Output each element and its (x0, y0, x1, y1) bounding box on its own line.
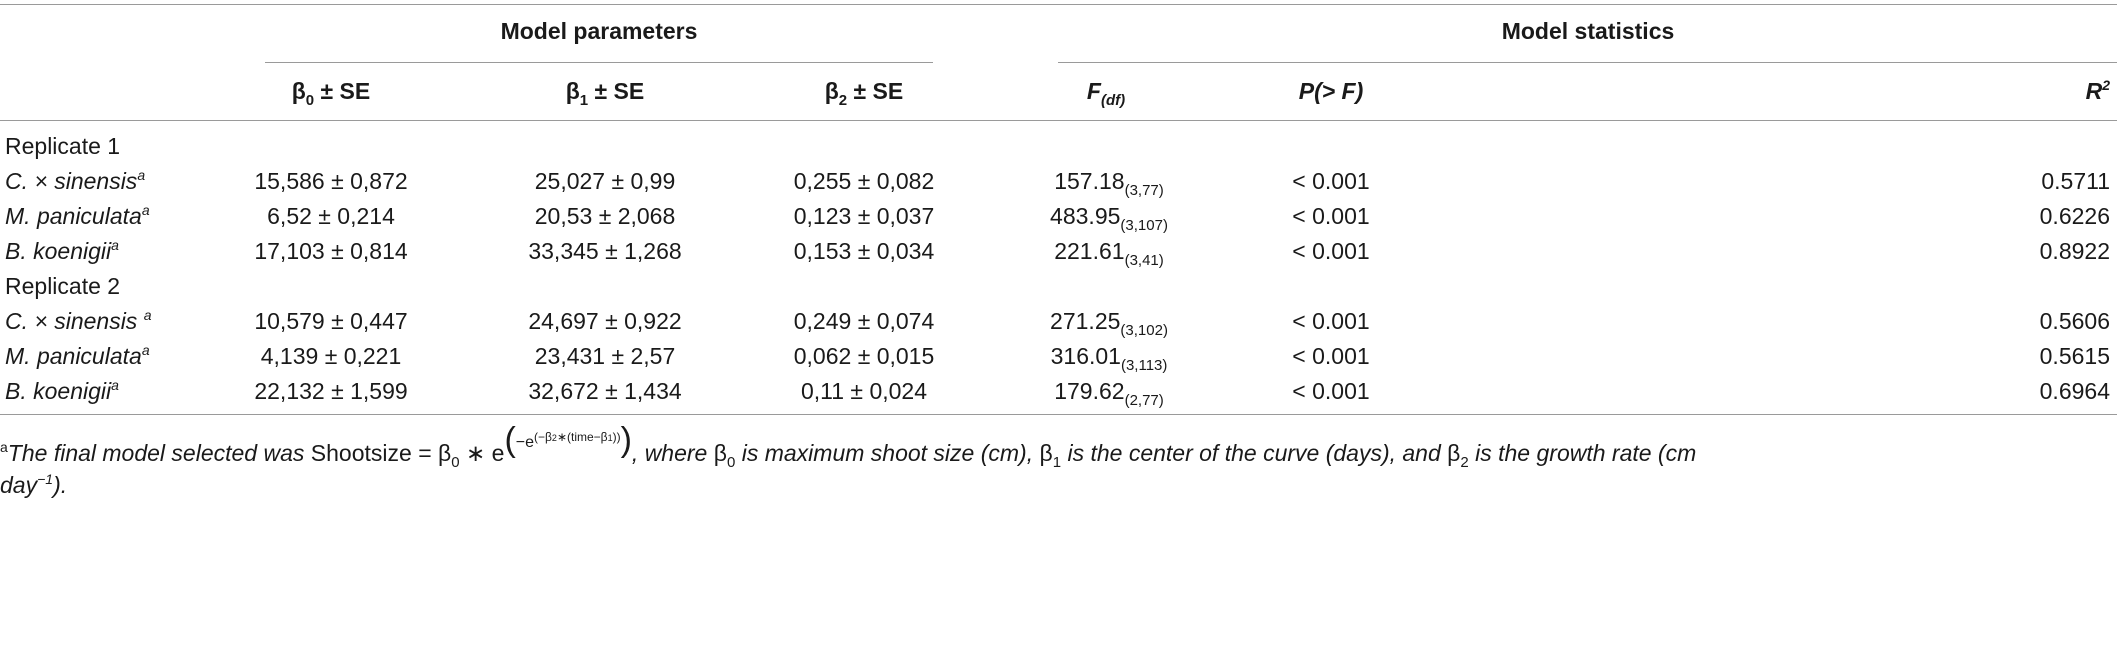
table-bottom-rule (0, 414, 2117, 415)
r2-cell: 0.5711 (2041, 168, 2110, 194)
f-cell: 179.62(2,77) (1054, 378, 1164, 409)
beta0-cell: 4,139 ± 0,221 (260, 343, 402, 369)
group1-underline (265, 62, 933, 63)
beta2-cell: 0,249 ± 0,074 (793, 308, 935, 334)
table-top-rule (0, 4, 2117, 5)
beta0-cell: 22,132 ± 1,599 (254, 378, 408, 404)
f-cell: 271.25(3,102) (1050, 308, 1168, 339)
group2-underline (1058, 62, 2117, 63)
r2-cell: 0.6226 (2039, 203, 2110, 229)
group-header-model-statistics: Model statistics (1501, 18, 1675, 44)
beta2-cell: 0,123 ± 0,037 (793, 203, 935, 229)
p-cell: < 0.001 (1292, 378, 1370, 404)
col-header-p: P(> F) (1298, 78, 1364, 104)
species-cell: M. paniculataa (5, 202, 150, 229)
f-cell: 221.61(3,41) (1054, 238, 1164, 269)
beta0-cell: 15,586 ± 0,872 (254, 168, 408, 194)
r2-cell: 0.8922 (2039, 238, 2110, 264)
beta1-cell: 33,345 ± 1,268 (528, 238, 682, 264)
beta1-cell: 25,027 ± 0,99 (534, 168, 676, 194)
p-cell: < 0.001 (1292, 308, 1370, 334)
beta1-cell: 24,697 ± 0,922 (528, 308, 682, 334)
beta1-cell: 20,53 ± 2,068 (534, 203, 676, 229)
footnote-line-1: aThe final model selected was Shootsize … (0, 421, 1697, 471)
species-cell: B. koenigiia (5, 377, 119, 404)
beta0-cell: 17,103 ± 0,814 (254, 238, 408, 264)
r2-cell: 0.6964 (2039, 378, 2110, 404)
col-header-beta2: β2 ± SE (824, 78, 904, 109)
beta0-cell: 10,579 ± 0,447 (254, 308, 408, 334)
species-cell: B. koenigiia (5, 237, 119, 264)
species-cell: C. × sinensis a (5, 307, 152, 334)
f-cell: 316.01(3,113) (1050, 343, 1168, 374)
beta2-cell: 0,062 ± 0,015 (793, 343, 935, 369)
f-cell: 157.18(3,77) (1054, 168, 1164, 199)
col-header-f: F(df) (1086, 78, 1126, 109)
p-cell: < 0.001 (1292, 203, 1370, 229)
group-header-model-parameters: Model parameters (500, 18, 698, 44)
section-label: Replicate 2 (5, 273, 121, 299)
p-cell: < 0.001 (1292, 343, 1370, 369)
footnote-line-2: day−1). (0, 471, 68, 498)
beta1-cell: 32,672 ± 1,434 (528, 378, 682, 404)
col-header-beta0: β0 ± SE (291, 78, 371, 109)
header-bottom-rule (0, 120, 2117, 121)
r2-cell: 0.5606 (2039, 308, 2110, 334)
col-header-r2: R2 (2085, 77, 2110, 104)
p-cell: < 0.001 (1292, 168, 1370, 194)
footnote-marker: a (0, 439, 8, 455)
beta1-cell: 23,431 ± 2,57 (534, 343, 676, 369)
beta2-cell: 0,11 ± 0,024 (800, 378, 928, 404)
f-cell: 483.95(3,107) (1050, 203, 1168, 234)
beta2-cell: 0,153 ± 0,034 (793, 238, 935, 264)
species-cell: M. paniculataa (5, 342, 150, 369)
p-cell: < 0.001 (1292, 238, 1370, 264)
r2-cell: 0.5615 (2039, 343, 2110, 369)
beta0-cell: 6,52 ± 0,214 (267, 203, 395, 229)
model-equation: Shootsize = β0 ∗ e(−e(−β2∗(time−β1))) (310, 421, 632, 471)
col-header-beta1: β1 ± SE (565, 78, 645, 109)
section-label: Replicate 1 (5, 133, 121, 159)
beta2-cell: 0,255 ± 0,082 (793, 168, 935, 194)
species-cell: C. × sinensisa (5, 167, 146, 194)
